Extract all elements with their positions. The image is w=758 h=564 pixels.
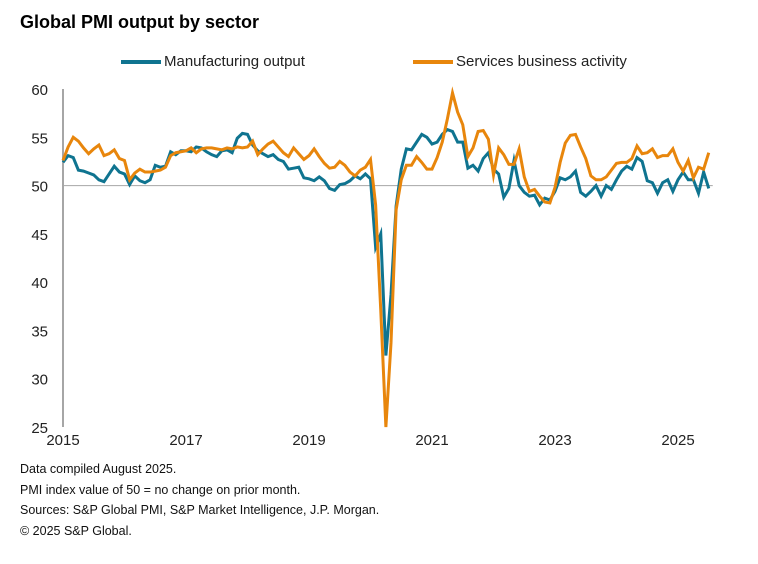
series-line-manufacturing xyxy=(61,127,711,356)
legend-swatch-manufacturing xyxy=(121,59,161,64)
chart-title: Global PMI output by sector xyxy=(20,12,260,32)
y-tick-label: 35 xyxy=(31,323,48,340)
x-tick-label: 2023 xyxy=(538,432,571,449)
note-data-compiled: Data compiled August 2025. xyxy=(20,462,177,476)
line-chart: 25 30 35 40 45 50 55 60 2015 2017 2019 2021 2023 2025 xyxy=(31,82,713,449)
y-tick-label: 25 xyxy=(31,420,48,437)
legend-label-manufacturing: Manufacturing output xyxy=(164,53,305,70)
y-tick-label: 55 xyxy=(31,130,48,147)
legend-swatch-services xyxy=(413,59,453,64)
note-copyright: © 2025 S&P Global. xyxy=(20,523,132,538)
y-tick-label: 30 xyxy=(31,372,48,389)
y-tick-label: 45 xyxy=(31,227,48,244)
legend-item-services: Services business activity xyxy=(413,53,627,70)
note-pmi-definition: PMI index value of 50 = no change on pri… xyxy=(20,482,301,497)
legend-label-services: Services business activity xyxy=(456,53,627,70)
x-tick-label: 2021 xyxy=(415,432,448,449)
x-tick-label: 2017 xyxy=(169,432,202,449)
y-tick-label: 40 xyxy=(31,275,48,292)
footnotes: Data compiled August 2025. PMI index val… xyxy=(20,459,379,541)
x-tick-label: 2025 xyxy=(661,432,694,449)
x-tick-label: 2019 xyxy=(292,432,325,449)
note-sources: Sources: S&P Global PMI, S&P Market Inte… xyxy=(20,503,380,517)
legend: Manufacturing output Services business a… xyxy=(0,53,758,73)
x-tick-label: 2015 xyxy=(46,432,79,449)
y-tick-label: 50 xyxy=(31,179,48,196)
legend-item-manufacturing: Manufacturing output xyxy=(121,53,305,70)
series-line-services xyxy=(61,86,711,428)
y-tick-label: 60 xyxy=(31,82,48,99)
